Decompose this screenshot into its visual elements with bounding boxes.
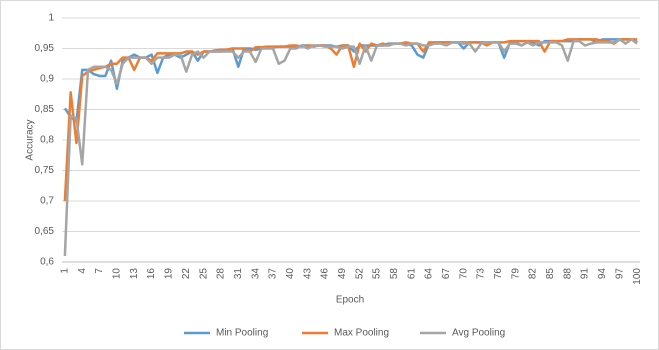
legend-label: Min Pooling <box>216 328 268 339</box>
y-tick-label: 1 <box>48 13 54 24</box>
x-tick-label: 37 <box>268 268 279 280</box>
y-tick-label: 0,8 <box>40 135 54 146</box>
y-tick-label: 0,9 <box>40 74 54 85</box>
x-tick-label: 91 <box>580 268 591 280</box>
x-tick-label: 55 <box>372 268 383 280</box>
x-tick-label: 70 <box>458 268 469 280</box>
x-tick-label: 85 <box>545 268 556 280</box>
y-tick-label: 0,95 <box>35 43 55 54</box>
x-tick-label: 82 <box>528 268 539 280</box>
x-tick-label: 1 <box>60 268 71 274</box>
x-tick-label: 10 <box>112 268 123 280</box>
x-tick-label: 100 <box>632 268 643 285</box>
x-tick-label: 61 <box>406 268 417 280</box>
x-tick-label: 22 <box>181 268 192 280</box>
x-tick-label: 64 <box>424 268 435 280</box>
y-tick-label: 0,85 <box>35 104 55 115</box>
x-tick-label: 79 <box>510 268 521 280</box>
x-axis-label: Epoch <box>336 295 364 306</box>
x-tick-label: 52 <box>354 268 365 280</box>
x-tick-label: 73 <box>476 268 487 280</box>
y-tick-label: 0,6 <box>40 257 54 268</box>
x-tick-label: 46 <box>320 268 331 280</box>
x-tick-label: 13 <box>129 268 140 280</box>
x-tick-label: 7 <box>94 268 105 274</box>
x-tick-label: 67 <box>441 268 452 280</box>
x-tick-label: 28 <box>216 268 227 280</box>
x-tick-label: 76 <box>493 268 504 280</box>
y-axis-label: Accuracy <box>25 119 36 160</box>
x-tick-label: 58 <box>389 268 400 280</box>
x-tick-label: 16 <box>146 268 157 280</box>
x-tick-label: 49 <box>337 268 348 280</box>
y-tick-label: 0,65 <box>35 226 55 237</box>
x-tick-label: 43 <box>302 268 313 280</box>
x-tick-label: 31 <box>233 268 244 280</box>
series-line <box>63 38 638 202</box>
x-tick-label: 19 <box>164 268 175 280</box>
y-tick-label: 0,7 <box>40 196 54 207</box>
x-tick-label: 88 <box>562 268 573 280</box>
x-tick-label: 25 <box>198 268 209 280</box>
legend-label: Avg Pooling <box>452 328 505 339</box>
x-tick-label: 97 <box>614 268 625 280</box>
x-tick-label: 94 <box>597 268 608 280</box>
y-tick-label: 0,75 <box>35 165 55 176</box>
series-line <box>63 38 638 256</box>
x-tick-label: 40 <box>285 268 296 280</box>
x-tick-label: 4 <box>77 268 88 274</box>
x-tick-label: 34 <box>250 268 261 280</box>
legend-label: Max Pooling <box>334 328 389 339</box>
